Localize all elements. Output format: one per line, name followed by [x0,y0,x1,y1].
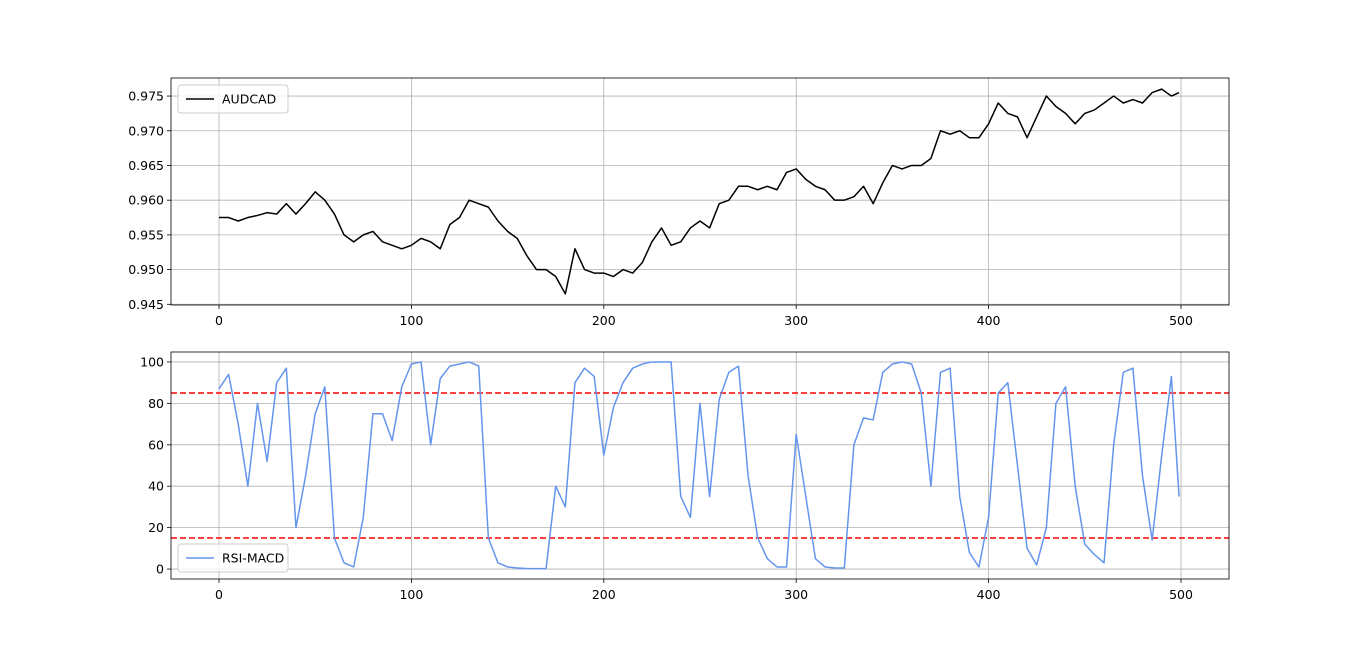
x-tick-label: 500 [1169,313,1193,328]
axes: 0 100 200 300 400 500 0.945 0.950 0.955 0.960 0.96… [128,77,1230,328]
y-tick-label: 60 [148,437,164,452]
legend-label: RSI-MACD [222,551,284,566]
data-line [218,361,1180,570]
y-tick-label: 0.945 [128,297,164,312]
y-tick-label: 40 [148,479,164,494]
x-tick-label: 100 [399,587,423,602]
y-tick-label: 0.955 [128,227,164,242]
y-tick-label: 0.970 [128,123,164,138]
y-tick-label: 0.965 [128,158,164,173]
y-tick-label: 0.950 [128,262,164,277]
y-tick-label: 0.975 [128,89,164,104]
x-tick-label: 400 [977,313,1001,328]
x-tick-label: 300 [784,587,808,602]
x-tick-label: 300 [784,313,808,328]
legend-box [177,84,289,114]
x-tick-label: 200 [592,587,616,602]
x-tick-label: 500 [1169,587,1193,602]
y-tick-label: 0 [156,562,164,577]
y-tick-label: 80 [148,396,164,411]
y-tick-label: 100 [140,354,164,369]
y-tick-label: 0.960 [128,193,164,208]
y-tick-label: 20 [148,520,164,535]
legend-box [177,543,289,573]
x-tick-label: 0 [215,313,223,328]
x-tick-label: 0 [215,587,223,602]
data-line [219,88,1180,295]
axes: 0 100 200 300 400 500 0 20 40 60 80 100 RSI-MACD [140,351,1230,602]
axes-frame [170,351,1230,580]
x-tick-label: 200 [592,313,616,328]
x-tick-label: 100 [399,313,423,328]
legend-label: AUDCAD [222,92,276,107]
x-tick-label: 400 [977,587,1001,602]
axes-frame [170,77,1230,306]
